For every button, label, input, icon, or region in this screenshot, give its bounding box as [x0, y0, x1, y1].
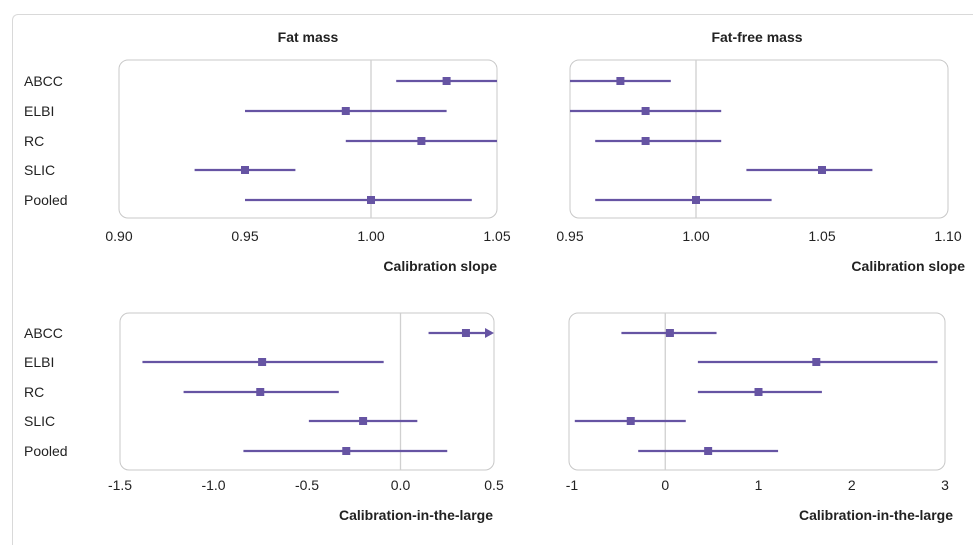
- panel-box: [119, 312, 495, 471]
- x-tick-label: 1.05: [483, 228, 510, 244]
- point-estimate: [641, 137, 650, 145]
- panel-box: [568, 312, 946, 471]
- forest-plot-figure: Fat mass 0.90 0.95 1.00 1.05 Calibration slop…: [24, 29, 965, 523]
- forest-panel-1: Fat mass 0.90 0.95 1.00 1.05 Calibration slop…: [24, 29, 511, 274]
- category-label: SLIC: [24, 413, 55, 429]
- x-tick-label: 0.90: [105, 228, 132, 244]
- point-estimate: [442, 77, 451, 85]
- category-label: ABCC: [24, 73, 63, 89]
- panel-title: Fat mass: [278, 29, 339, 45]
- ci-arrow: [485, 328, 494, 338]
- point-estimate: [818, 166, 826, 174]
- x-tick-label: 0.0: [391, 477, 411, 493]
- panel-title: Fat-free mass: [711, 29, 802, 45]
- x-tick-label: 1: [755, 477, 763, 493]
- point-estimate: [367, 196, 375, 204]
- x-tick-label: 1.10: [934, 228, 961, 244]
- point-estimate: [616, 77, 625, 85]
- x-tick-label: 1.00: [357, 228, 384, 244]
- point-estimate: [626, 417, 635, 425]
- category-label: SLIC: [24, 162, 55, 178]
- category-label: ABCC: [24, 325, 63, 341]
- x-tick-label: -1.5: [108, 477, 132, 493]
- point-estimate: [461, 329, 470, 337]
- x-tick-label: 1.00: [682, 228, 709, 244]
- point-estimate: [812, 358, 821, 366]
- point-estimate: [704, 447, 713, 455]
- point-estimate: [692, 196, 700, 204]
- category-label: ELBI: [24, 354, 54, 370]
- panel-box: [569, 59, 949, 219]
- point-estimate: [359, 417, 368, 425]
- point-estimate: [256, 388, 265, 396]
- figure-frame: [12, 14, 973, 545]
- category-label: RC: [24, 133, 44, 149]
- point-estimate: [341, 107, 350, 115]
- x-tick-label: 0.5: [484, 477, 504, 493]
- x-axis-title: Calibration slope: [851, 258, 965, 274]
- x-tick-label: -0.5: [295, 477, 319, 493]
- x-axis-title: Calibration-in-the-large: [339, 507, 493, 523]
- x-tick-label: -1.0: [201, 477, 225, 493]
- category-label: RC: [24, 384, 44, 400]
- point-estimate: [417, 137, 426, 145]
- x-tick-label: 0.95: [231, 228, 258, 244]
- point-estimate: [665, 329, 674, 337]
- category-label: ELBI: [24, 103, 54, 119]
- x-tick-label: -1: [566, 477, 579, 493]
- point-estimate: [641, 107, 650, 115]
- category-label: Pooled: [24, 443, 68, 459]
- x-tick-label: 0.95: [556, 228, 583, 244]
- forest-panel-3: -1.5 -1.0 -0.5 0.0 0.5 Calibration-in-the-lar…: [24, 312, 504, 523]
- category-label: Pooled: [24, 192, 68, 208]
- x-axis-title: Calibration slope: [383, 258, 497, 274]
- x-tick-label: 3: [941, 477, 949, 493]
- x-axis-title: Calibration-in-the-large: [799, 507, 953, 523]
- forest-panel-2: Fat-free mass 0.95 1.00 1.05 1.10 Calibration…: [556, 29, 965, 274]
- point-estimate: [241, 166, 249, 174]
- point-estimate: [754, 388, 763, 396]
- x-tick-label: 1.05: [808, 228, 835, 244]
- point-estimate: [258, 358, 267, 366]
- forest-panel-4: -1 0 1 2 3 Calibration-in-the-large: [566, 312, 953, 523]
- point-estimate: [342, 447, 351, 455]
- panel-box: [118, 59, 498, 219]
- x-tick-label: 2: [848, 477, 856, 493]
- x-tick-label: 0: [661, 477, 669, 493]
